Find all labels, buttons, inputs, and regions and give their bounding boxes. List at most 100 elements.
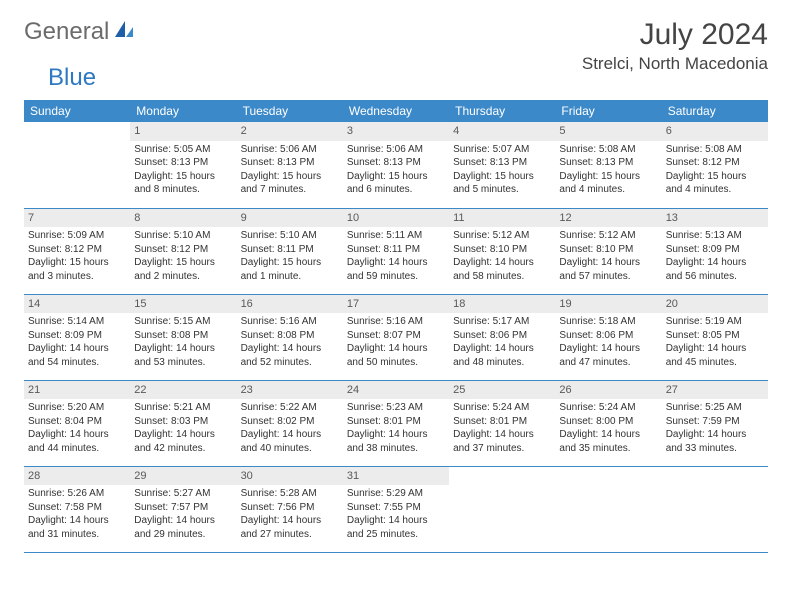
day-number: 8 (130, 209, 236, 228)
logo-sail-icon (113, 19, 135, 46)
day-number: 11 (449, 209, 555, 228)
day-number: 15 (130, 295, 236, 314)
calendar-cell: 17Sunrise: 5:16 AMSunset: 8:07 PMDayligh… (343, 294, 449, 380)
sunset-line: Sunset: 7:55 PM (347, 501, 445, 515)
calendar-cell: 9Sunrise: 5:10 AMSunset: 8:11 PMDaylight… (237, 208, 343, 294)
daylight-line: Daylight: 14 hours and 40 minutes. (241, 428, 339, 455)
sunrise-line: Sunrise: 5:12 AM (559, 229, 657, 243)
daylight-line: Daylight: 14 hours and 59 minutes. (347, 256, 445, 283)
sunrise-line: Sunrise: 5:22 AM (241, 401, 339, 415)
day-number: 30 (237, 467, 343, 486)
calendar-cell: 30Sunrise: 5:28 AMSunset: 7:56 PMDayligh… (237, 466, 343, 552)
calendar-cell: 2Sunrise: 5:06 AMSunset: 8:13 PMDaylight… (237, 122, 343, 208)
sunrise-line: Sunrise: 5:06 AM (347, 143, 445, 157)
calendar-cell: 26Sunrise: 5:24 AMSunset: 8:00 PMDayligh… (555, 380, 661, 466)
daylight-line: Daylight: 14 hours and 44 minutes. (28, 428, 126, 455)
calendar-cell: 10Sunrise: 5:11 AMSunset: 8:11 PMDayligh… (343, 208, 449, 294)
day-header: Wednesday (343, 100, 449, 122)
daylight-line: Daylight: 15 hours and 5 minutes. (453, 170, 551, 197)
sunrise-line: Sunrise: 5:09 AM (28, 229, 126, 243)
sunset-line: Sunset: 8:01 PM (453, 415, 551, 429)
day-number: 13 (662, 209, 768, 228)
calendar-cell: 23Sunrise: 5:22 AMSunset: 8:02 PMDayligh… (237, 380, 343, 466)
sunrise-line: Sunrise: 5:15 AM (134, 315, 232, 329)
daylight-line: Daylight: 14 hours and 45 minutes. (666, 342, 764, 369)
sunset-line: Sunset: 8:03 PM (134, 415, 232, 429)
daylight-line: Daylight: 14 hours and 58 minutes. (453, 256, 551, 283)
calendar-cell: 29Sunrise: 5:27 AMSunset: 7:57 PMDayligh… (130, 466, 236, 552)
daylight-line: Daylight: 15 hours and 8 minutes. (134, 170, 232, 197)
calendar-cell: 31Sunrise: 5:29 AMSunset: 7:55 PMDayligh… (343, 466, 449, 552)
calendar-table: Sunday Monday Tuesday Wednesday Thursday… (24, 100, 768, 553)
daylight-line: Daylight: 14 hours and 42 minutes. (134, 428, 232, 455)
sunset-line: Sunset: 8:13 PM (453, 156, 551, 170)
day-header-row: Sunday Monday Tuesday Wednesday Thursday… (24, 100, 768, 122)
sunset-line: Sunset: 7:57 PM (134, 501, 232, 515)
day-header: Sunday (24, 100, 130, 122)
daylight-line: Daylight: 14 hours and 31 minutes. (28, 514, 126, 541)
day-header: Friday (555, 100, 661, 122)
logo-word2: Blue (48, 64, 96, 91)
calendar-cell: 15Sunrise: 5:15 AMSunset: 8:08 PMDayligh… (130, 294, 236, 380)
sunrise-line: Sunrise: 5:16 AM (241, 315, 339, 329)
calendar-cell: 7Sunrise: 5:09 AMSunset: 8:12 PMDaylight… (24, 208, 130, 294)
day-number: 14 (24, 295, 130, 314)
calendar-cell: 20Sunrise: 5:19 AMSunset: 8:05 PMDayligh… (662, 294, 768, 380)
daylight-line: Daylight: 14 hours and 56 minutes. (666, 256, 764, 283)
daylight-line: Daylight: 14 hours and 54 minutes. (28, 342, 126, 369)
day-number: 24 (343, 381, 449, 400)
sunset-line: Sunset: 8:12 PM (666, 156, 764, 170)
logo-word1: General (24, 18, 109, 46)
calendar-row: 21Sunrise: 5:20 AMSunset: 8:04 PMDayligh… (24, 380, 768, 466)
calendar-row: 28Sunrise: 5:26 AMSunset: 7:58 PMDayligh… (24, 466, 768, 552)
day-number: 31 (343, 467, 449, 486)
calendar-cell: 25Sunrise: 5:24 AMSunset: 8:01 PMDayligh… (449, 380, 555, 466)
title-block: July 2024 Strelci, North Macedonia (582, 18, 768, 74)
calendar-cell: 5Sunrise: 5:08 AMSunset: 8:13 PMDaylight… (555, 122, 661, 208)
sunset-line: Sunset: 8:12 PM (28, 243, 126, 257)
calendar-cell: 16Sunrise: 5:16 AMSunset: 8:08 PMDayligh… (237, 294, 343, 380)
sunrise-line: Sunrise: 5:14 AM (28, 315, 126, 329)
calendar-row: 7Sunrise: 5:09 AMSunset: 8:12 PMDaylight… (24, 208, 768, 294)
sunrise-line: Sunrise: 5:06 AM (241, 143, 339, 157)
day-number: 12 (555, 209, 661, 228)
calendar-cell: 24Sunrise: 5:23 AMSunset: 8:01 PMDayligh… (343, 380, 449, 466)
calendar-cell (24, 122, 130, 208)
sunrise-line: Sunrise: 5:10 AM (241, 229, 339, 243)
sunrise-line: Sunrise: 5:27 AM (134, 487, 232, 501)
day-number: 2 (237, 122, 343, 141)
day-number: 17 (343, 295, 449, 314)
day-number: 19 (555, 295, 661, 314)
sunset-line: Sunset: 8:06 PM (453, 329, 551, 343)
daylight-line: Daylight: 15 hours and 4 minutes. (666, 170, 764, 197)
day-number: 3 (343, 122, 449, 141)
calendar-cell: 19Sunrise: 5:18 AMSunset: 8:06 PMDayligh… (555, 294, 661, 380)
daylight-line: Daylight: 15 hours and 6 minutes. (347, 170, 445, 197)
day-number: 20 (662, 295, 768, 314)
sunset-line: Sunset: 8:06 PM (559, 329, 657, 343)
sunrise-line: Sunrise: 5:19 AM (666, 315, 764, 329)
sunset-line: Sunset: 7:58 PM (28, 501, 126, 515)
daylight-line: Daylight: 15 hours and 2 minutes. (134, 256, 232, 283)
daylight-line: Daylight: 14 hours and 37 minutes. (453, 428, 551, 455)
daylight-line: Daylight: 14 hours and 38 minutes. (347, 428, 445, 455)
daylight-line: Daylight: 15 hours and 4 minutes. (559, 170, 657, 197)
sunset-line: Sunset: 8:09 PM (666, 243, 764, 257)
calendar-cell: 1Sunrise: 5:05 AMSunset: 8:13 PMDaylight… (130, 122, 236, 208)
sunrise-line: Sunrise: 5:24 AM (453, 401, 551, 415)
sunrise-line: Sunrise: 5:18 AM (559, 315, 657, 329)
calendar-cell: 3Sunrise: 5:06 AMSunset: 8:13 PMDaylight… (343, 122, 449, 208)
calendar-cell (555, 466, 661, 552)
sunset-line: Sunset: 8:13 PM (134, 156, 232, 170)
sunset-line: Sunset: 8:13 PM (241, 156, 339, 170)
sunrise-line: Sunrise: 5:21 AM (134, 401, 232, 415)
daylight-line: Daylight: 15 hours and 1 minute. (241, 256, 339, 283)
day-number: 4 (449, 122, 555, 141)
day-number: 5 (555, 122, 661, 141)
day-number: 18 (449, 295, 555, 314)
day-number: 22 (130, 381, 236, 400)
calendar-cell (662, 466, 768, 552)
calendar-cell: 27Sunrise: 5:25 AMSunset: 7:59 PMDayligh… (662, 380, 768, 466)
calendar-cell: 4Sunrise: 5:07 AMSunset: 8:13 PMDaylight… (449, 122, 555, 208)
daylight-line: Daylight: 14 hours and 52 minutes. (241, 342, 339, 369)
